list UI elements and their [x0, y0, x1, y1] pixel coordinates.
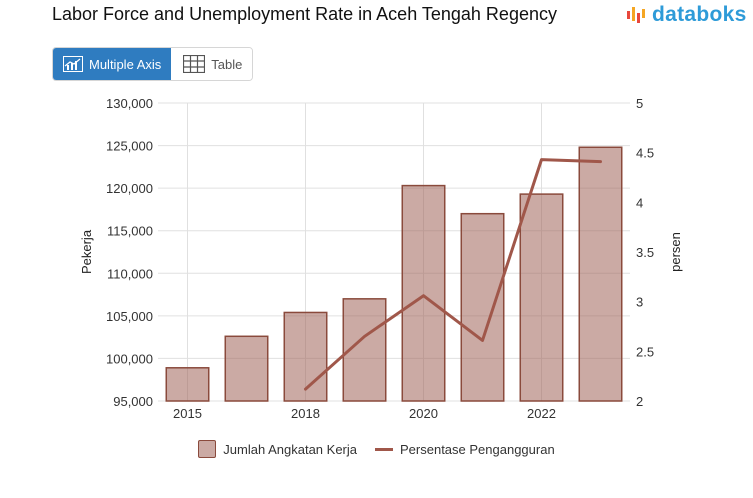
y-right-tick-label: 2 — [636, 394, 643, 409]
table-button[interactable]: Table — [171, 48, 253, 80]
legend-bar-label: Jumlah Angkatan Kerja — [223, 441, 357, 457]
multiple-axis-label: Multiple Axis — [89, 56, 162, 72]
bar — [401, 184, 446, 402]
y-right-tick-label: 3.5 — [636, 245, 654, 260]
bar — [578, 146, 623, 402]
y-right-tick-label: 2.5 — [636, 344, 654, 359]
x-tick-label: 2015 — [173, 406, 202, 421]
logo-text: databoks — [652, 3, 747, 26]
view-toggle: Multiple Axis Table — [52, 47, 254, 81]
y-right-tick-label: 4 — [636, 195, 643, 210]
y-left-tick-label: 125,000 — [106, 139, 153, 154]
legend-item-bar[interactable]: Jumlah Angkatan Kerja — [198, 440, 357, 458]
bar — [224, 335, 269, 402]
bar — [519, 193, 564, 402]
x-tick-label: 2022 — [527, 406, 556, 421]
bar — [283, 311, 328, 402]
y-left-tick-label: 100,000 — [106, 351, 153, 366]
y-right-tick-label: 4.5 — [636, 146, 654, 161]
y-right-tick-label: 3 — [636, 295, 643, 310]
y-left-tick-label: 105,000 — [106, 309, 153, 324]
y-axis-left-title: Pekerja — [79, 229, 94, 274]
y-left-tick-label: 130,000 — [106, 96, 153, 111]
databoks-logo: databoks — [626, 3, 747, 27]
legend-item-line[interactable]: Persentase Pengangguran — [375, 442, 555, 457]
legend-line-label: Persentase Pengangguran — [400, 441, 555, 457]
multiple-axis-button[interactable]: Multiple Axis — [53, 48, 172, 80]
y-left-tick-label: 120,000 — [106, 181, 153, 196]
x-tick-label: 2018 — [291, 406, 320, 421]
chart-title: Labor Force and Unemployment Rate in Ace… — [52, 4, 557, 24]
legend-line-swatch — [375, 447, 393, 451]
logo-mark-icon — [627, 7, 645, 23]
chart-legend: Jumlah Angkatan Kerja Persentase Pengang… — [0, 440, 753, 458]
table-icon — [183, 55, 206, 73]
y-left-tick-label: 95,000 — [113, 394, 153, 409]
y-axis-right-title: persen — [668, 232, 683, 272]
y-right-tick-label: 5 — [636, 96, 643, 111]
line-series-unemployment — [304, 158, 602, 391]
chart-icon — [63, 56, 83, 72]
y-left-tick-label: 115,000 — [107, 224, 153, 239]
bar — [460, 212, 505, 402]
x-tick-label: 2020 — [409, 406, 438, 421]
legend-bar-swatch — [198, 440, 217, 458]
y-left-tick-label: 110,000 — [107, 266, 153, 281]
table-label: Table — [211, 56, 243, 72]
bar — [165, 367, 210, 402]
